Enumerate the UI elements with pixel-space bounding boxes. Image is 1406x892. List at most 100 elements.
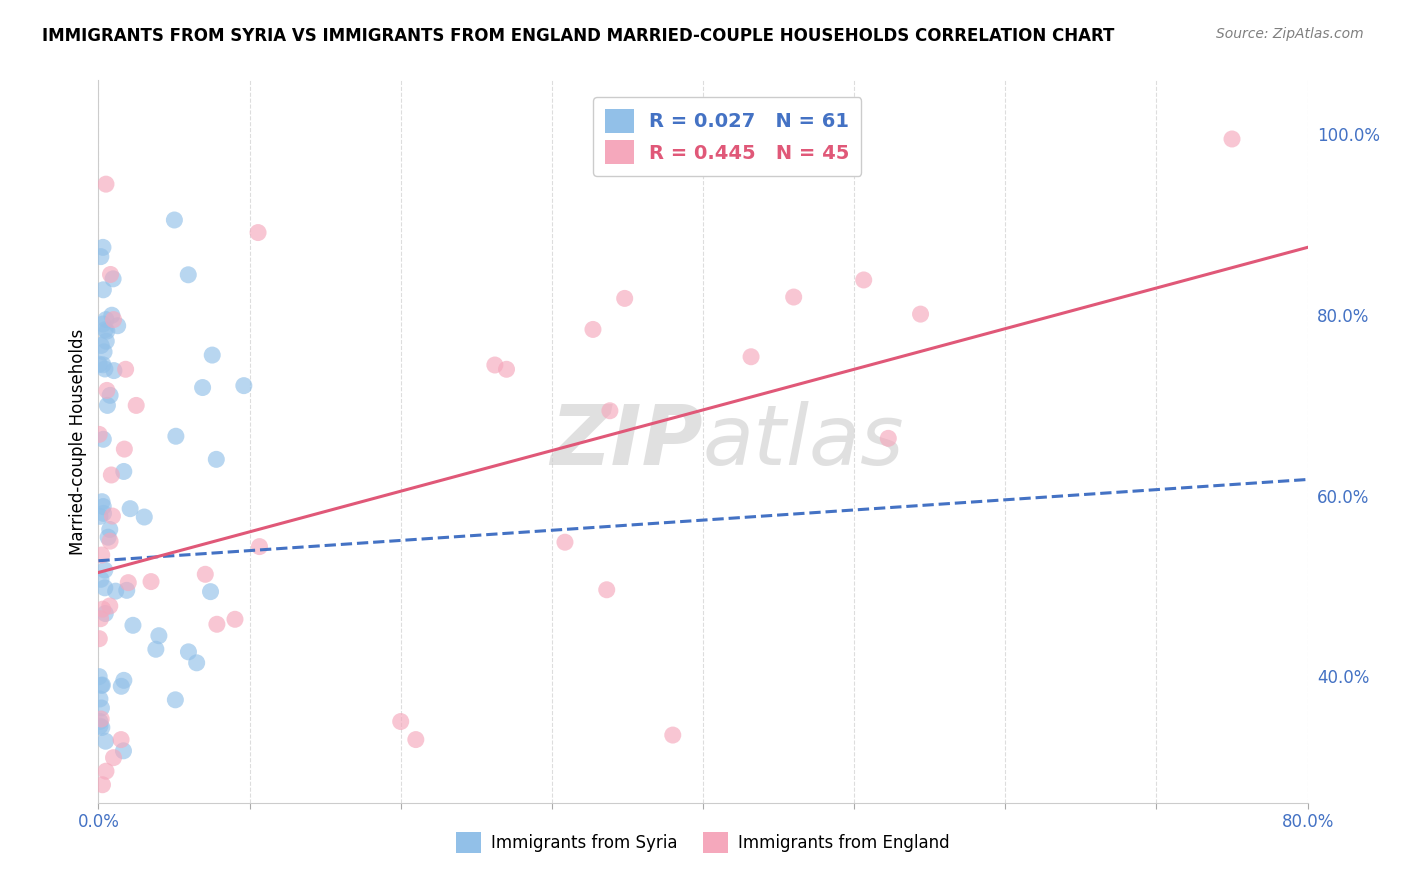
Point — [114, 362, 136, 376]
Point — [90, 701, 112, 715]
Point — [107, 318, 129, 333]
Point — [89, 427, 111, 442]
Point — [852, 273, 875, 287]
Point — [165, 693, 187, 707]
Point — [191, 380, 214, 394]
Point — [194, 567, 217, 582]
Point — [101, 308, 124, 322]
Point — [249, 540, 271, 554]
Point — [112, 673, 135, 688]
Point — [200, 584, 222, 599]
Point — [89, 692, 111, 706]
Point — [165, 429, 187, 443]
Point — [122, 618, 145, 632]
Point — [91, 358, 114, 372]
Point — [247, 226, 270, 240]
Point — [112, 465, 135, 479]
Point — [613, 292, 636, 306]
Point — [139, 574, 162, 589]
Point — [90, 712, 112, 726]
Point — [91, 317, 114, 331]
Point — [232, 378, 254, 392]
Point — [100, 467, 122, 482]
Text: IMMIGRANTS FROM SYRIA VS IMMIGRANTS FROM ENGLAND MARRIED-COUPLE HOUSEHOLDS CORRE: IMMIGRANTS FROM SYRIA VS IMMIGRANTS FROM… — [42, 27, 1115, 45]
Point — [89, 357, 111, 371]
Point — [104, 584, 127, 599]
Text: ZIP: ZIP — [550, 401, 703, 482]
Point — [596, 582, 619, 597]
Point — [484, 358, 506, 372]
Point — [89, 670, 111, 684]
Point — [120, 501, 142, 516]
Point — [877, 431, 900, 445]
Point — [90, 338, 112, 352]
Point — [112, 442, 135, 456]
Point — [205, 452, 228, 467]
Point — [94, 581, 117, 595]
Point — [90, 721, 112, 735]
Point — [89, 714, 111, 729]
Point — [98, 388, 121, 402]
Point — [1220, 132, 1243, 146]
Point — [96, 398, 118, 412]
Point — [110, 732, 132, 747]
Point — [582, 322, 605, 336]
Point — [205, 617, 228, 632]
Point — [91, 678, 114, 692]
Point — [94, 734, 117, 748]
Point — [94, 362, 117, 376]
Point — [91, 494, 114, 508]
Point — [89, 509, 111, 524]
Point — [101, 272, 124, 286]
Point — [91, 500, 114, 514]
Point — [100, 268, 122, 282]
Point — [495, 362, 517, 376]
Point — [89, 612, 111, 626]
Point — [96, 384, 118, 398]
Point — [89, 632, 111, 646]
Point — [94, 323, 117, 337]
Point — [91, 432, 114, 446]
Point — [740, 350, 762, 364]
Point — [94, 764, 117, 779]
Point — [98, 523, 121, 537]
Point — [115, 583, 138, 598]
Point — [89, 719, 111, 733]
Point — [90, 250, 112, 264]
Point — [90, 548, 112, 562]
Point — [94, 607, 117, 621]
Point — [90, 572, 112, 586]
Point — [134, 510, 156, 524]
Point — [148, 629, 170, 643]
Point — [177, 268, 200, 282]
Point — [101, 509, 124, 524]
Point — [389, 714, 412, 729]
Point — [177, 645, 200, 659]
Point — [91, 778, 114, 792]
Y-axis label: Married-couple Households: Married-couple Households — [69, 328, 87, 555]
Point — [405, 732, 427, 747]
Point — [201, 348, 224, 362]
Point — [554, 535, 576, 549]
Point — [103, 312, 125, 326]
Text: atlas: atlas — [703, 401, 904, 482]
Point — [90, 678, 112, 692]
Point — [186, 656, 208, 670]
Point — [93, 283, 115, 297]
Point — [103, 750, 125, 764]
Point — [94, 177, 117, 191]
Point — [661, 728, 683, 742]
Point — [224, 612, 246, 626]
Point — [145, 642, 167, 657]
Point — [112, 744, 135, 758]
Text: Source: ZipAtlas.com: Source: ZipAtlas.com — [1216, 27, 1364, 41]
Point — [97, 530, 120, 544]
Point — [93, 344, 115, 359]
Point — [910, 307, 932, 321]
Point — [163, 213, 186, 227]
Point — [831, 157, 853, 171]
Point — [96, 334, 118, 349]
Point — [599, 403, 621, 417]
Point — [96, 324, 118, 338]
Point — [93, 507, 115, 521]
